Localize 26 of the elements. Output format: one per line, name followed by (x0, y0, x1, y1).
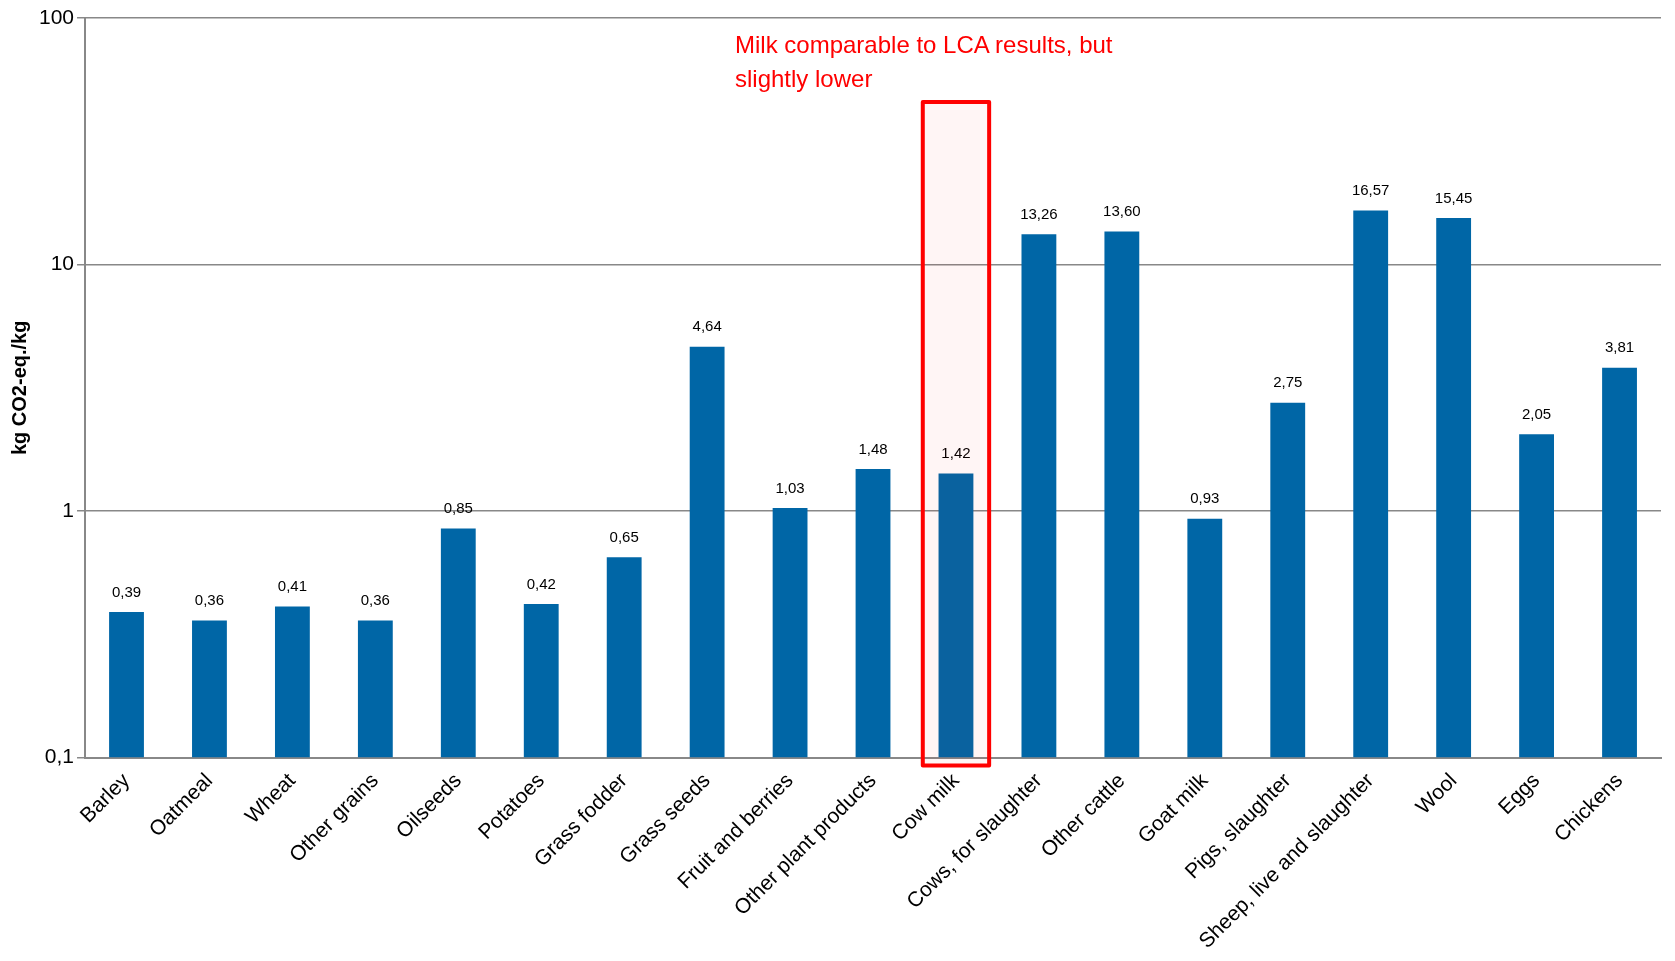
data-label: 0,65 (609, 527, 639, 545)
data-label: 0,36 (194, 591, 225, 609)
data-label: 2,75 (1273, 373, 1303, 391)
data-label: 0,41 (277, 577, 307, 595)
y-axis-title: kg CO2-eq./kg (7, 320, 30, 456)
y-tick-label: 0,1 (44, 744, 75, 768)
data-label: 2,05 (1521, 404, 1552, 422)
y-tick-label: 1 (62, 497, 75, 521)
data-label: 1,42 (941, 444, 971, 462)
data-label: 13,60 (1103, 202, 1141, 220)
data-label: 0,39 (111, 582, 142, 600)
x-tick-label: Cow milk (886, 767, 964, 845)
data-label: 16,57 (1351, 181, 1390, 199)
y-tick-label: 10 (50, 251, 75, 275)
y-tick-label: 100 (38, 4, 75, 28)
data-label: 1,48 (858, 439, 888, 457)
data-label: 3,81 (1604, 338, 1635, 356)
annotation: Milk comparable to LCA results, but slightly lower (735, 30, 1114, 94)
data-label: 4,64 (692, 317, 722, 335)
data-label: 0,36 (360, 591, 390, 609)
data-label: 1,03 (775, 478, 805, 496)
data-label: 0,42 (526, 574, 556, 592)
data-label: 0,85 (443, 499, 473, 517)
data-label: 13,26 (1020, 204, 1058, 222)
data-label: 15,45 (1434, 188, 1473, 206)
data-label: 0,93 (1190, 489, 1220, 507)
